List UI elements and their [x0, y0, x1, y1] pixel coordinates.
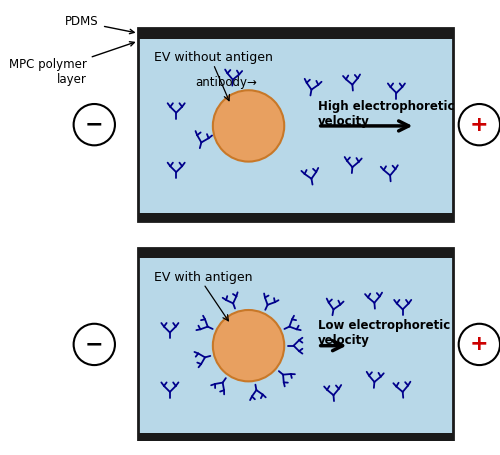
- Text: PDMS: PDMS: [66, 15, 134, 34]
- Text: Low electrophoretic
velocity: Low electrophoretic velocity: [318, 319, 450, 347]
- Bar: [138, 248, 453, 258]
- Text: −: −: [85, 334, 103, 354]
- Circle shape: [74, 324, 115, 365]
- Text: antibody→: antibody→: [195, 76, 257, 90]
- Bar: [138, 248, 453, 441]
- Bar: [138, 213, 453, 222]
- Circle shape: [458, 324, 500, 365]
- Bar: [138, 28, 453, 222]
- Circle shape: [213, 310, 284, 381]
- Text: +: +: [470, 115, 488, 135]
- Bar: [138, 28, 453, 39]
- Text: +: +: [470, 334, 488, 354]
- Bar: [138, 28, 453, 222]
- Circle shape: [74, 104, 115, 145]
- Text: EV without antigen: EV without antigen: [154, 51, 273, 64]
- Text: EV with antigen: EV with antigen: [154, 271, 252, 283]
- Bar: [138, 258, 453, 263]
- Bar: [138, 208, 453, 213]
- Bar: [138, 39, 453, 43]
- Circle shape: [458, 104, 500, 145]
- Bar: [138, 428, 453, 433]
- Text: −: −: [85, 115, 103, 135]
- Text: High electrophoretic
velocity: High electrophoretic velocity: [318, 100, 454, 127]
- Text: MPC polymer
layer: MPC polymer layer: [9, 42, 134, 86]
- Circle shape: [213, 90, 284, 162]
- Bar: [138, 248, 453, 441]
- Bar: [138, 433, 453, 441]
